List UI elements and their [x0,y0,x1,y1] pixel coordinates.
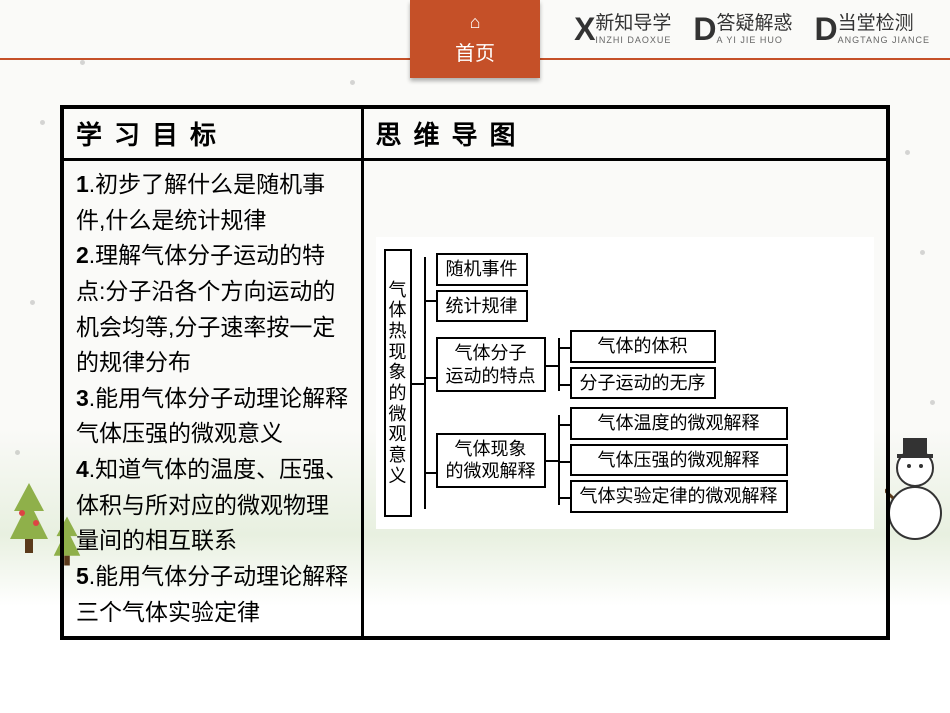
nav-sub: INZHI DAOXUE [595,35,671,45]
nav-label: 答疑解惑 [717,13,793,34]
snow-dot [930,400,935,405]
nav-home-label: 首页 [410,37,540,66]
header-mindmap: 思维导图 [362,107,888,160]
mindmap-connector [412,249,436,517]
mindmap-connector [546,330,570,399]
objective-item: 3.能用气体分子动理论解释气体压强的微观意义 [76,381,349,452]
nav-sub: A YI JIE HUO [717,35,793,45]
mindmap-diagram: 气体热现象的微观意义 随机事件统计规律气体分子运动的特点气体的体积分子运动的无序… [376,237,875,529]
snow-dot [30,300,35,305]
header-objectives: 学习目标 [62,107,362,160]
mindmap-leaf: 随机事件 [436,253,528,286]
nav-home-button[interactable]: ⌂ 首页 [410,0,540,78]
mindmap-leaf: 气体压强的微观解释 [570,444,788,477]
nav-item-dangtang[interactable]: D 当堂检测ANGTANG JIANCE [815,13,930,45]
mindmap-leaf: 统计规律 [436,290,528,323]
home-icon: ⌂ [410,12,540,33]
tree-decor [10,483,48,573]
nav-letter: D [693,13,716,45]
objective-item: 2.理解气体分子运动的特点:分子沿各个方向运动的机会均等,分子速率按一定的规律分… [76,238,349,381]
snow-dot [15,450,20,455]
snowman-decor [885,428,945,553]
objective-item: 1.初步了解什么是随机事件,什么是统计规律 [76,167,349,238]
objectives-list: 1.初步了解什么是随机事件,什么是统计规律2.理解气体分子运动的特点:分子沿各个… [76,167,349,630]
mindmap-leaf: 气体的体积 [570,330,716,363]
content-table: 学习目标 思维导图 1.初步了解什么是随机事件,什么是统计规律2.理解气体分子运… [60,105,890,640]
snow-dot [40,120,45,125]
nav-letter: D [815,13,838,45]
mindmap-branch: 气体分子运动的特点气体的体积分子运动的无序 [436,330,867,399]
objective-item: 4.知道气体的温度、压强、体积与所对应的微观物理量间的相互联系 [76,452,349,559]
top-nav: ⌂ 首页 X 新知导学INZHI DAOXUE D 答疑解惑A YI JIE H… [0,0,950,60]
mindmap-leaf: 气体实验定律的微观解释 [570,480,788,513]
mindmap-leaf: 分子运动的无序 [570,367,716,400]
snow-dot [905,150,910,155]
nav-label: 新知导学 [595,13,671,34]
snow-dot [920,250,925,255]
mindmap-leaf: 气体温度的微观解释 [570,407,788,440]
mindmap-branch: 气体现象的微观解释气体温度的微观解释气体压强的微观解释气体实验定律的微观解释 [436,407,867,513]
nav-letter: X [574,13,595,45]
mindmap-root: 气体热现象的微观意义 [384,249,412,517]
nav-item-dayi[interactable]: D 答疑解惑A YI JIE HUO [693,13,792,45]
mindmap-branch: 随机事件统计规律 [436,253,867,322]
nav-label: 当堂检测 [838,13,914,34]
mindmap-connector [546,407,570,513]
mindmap-node: 气体现象的微观解释 [436,433,546,488]
snow-dot [80,60,85,65]
nav-sub: ANGTANG JIANCE [838,35,930,45]
objective-item: 5.能用气体分子动理论解释三个气体实验定律 [76,559,349,630]
snow-dot [350,80,355,85]
nav-item-xinzhi[interactable]: X 新知导学INZHI DAOXUE [574,13,671,45]
mindmap-node: 气体分子运动的特点 [436,337,546,392]
